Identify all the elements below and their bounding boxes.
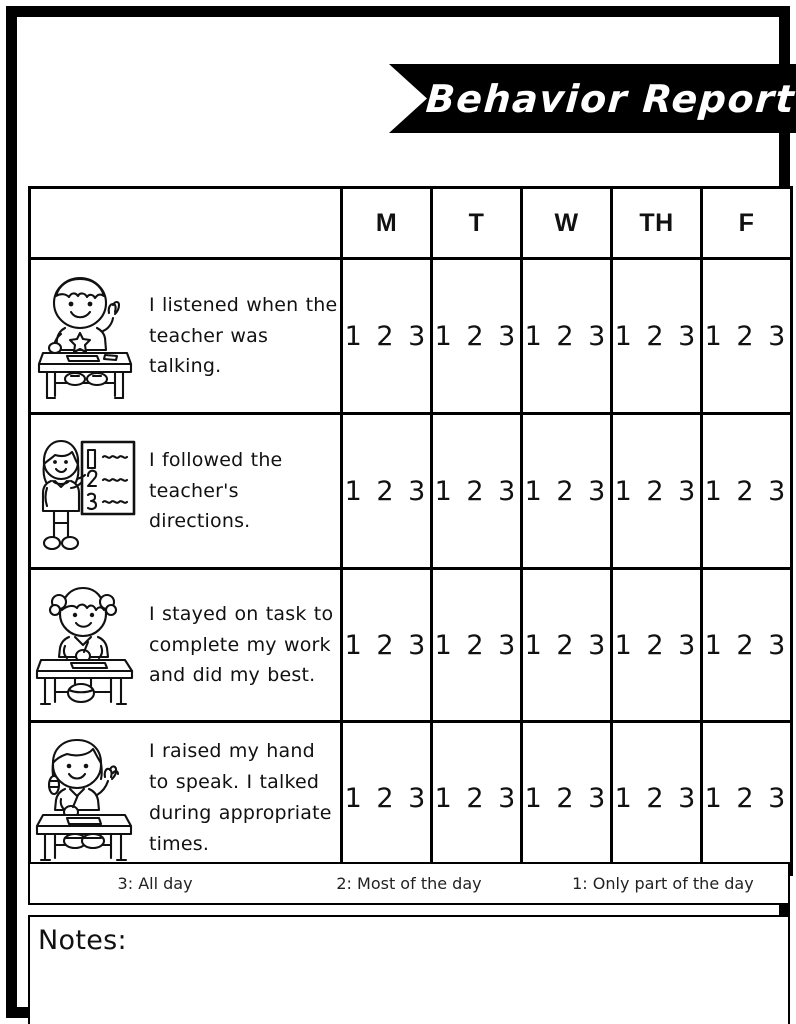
- behavior-label-cell-4: I raised my hand to speak. I talked duri…: [28, 720, 343, 876]
- behavior-statement: I stayed on task to complete my work and…: [149, 602, 334, 687]
- rating-cell-r1-monday[interactable]: 1 2 3: [340, 257, 433, 415]
- rating-legend: 3: All day 2: Most of the day 1: Only pa…: [28, 862, 790, 905]
- legend-item-2: 2: Most of the day: [336, 874, 482, 893]
- column-header-friday: F: [700, 186, 793, 260]
- table-row: I listened when the teacher was talking.…: [28, 257, 793, 415]
- table-row: I raised my hand to speak. I talked duri…: [28, 720, 793, 876]
- page-frame: Behavior Report M T W TH F: [6, 6, 796, 1024]
- girl-raising-hand-at-desk-icon: [31, 731, 143, 865]
- table-row: I stayed on task to complete my work and…: [28, 567, 793, 723]
- rating-cell-r1-friday[interactable]: 1 2 3: [700, 257, 793, 415]
- behavior-label-cell-2: I followed the teacher's directions.: [28, 412, 343, 570]
- rating-cell-r1-wednesday[interactable]: 1 2 3: [520, 257, 613, 415]
- rating-cell-r2-tuesday[interactable]: 1 2 3: [430, 412, 523, 570]
- header-blank-cell: [28, 186, 343, 260]
- page-title: Behavior Report: [424, 76, 796, 121]
- rating-cell-r2-friday[interactable]: 1 2 3: [700, 412, 793, 570]
- behavior-label-cell-3: I stayed on task to complete my work and…: [28, 567, 343, 723]
- column-header-monday: M: [340, 186, 433, 260]
- column-header-wednesday: W: [520, 186, 613, 260]
- rating-cell-r2-wednesday[interactable]: 1 2 3: [520, 412, 613, 570]
- rating-cell-r1-tuesday[interactable]: 1 2 3: [430, 257, 523, 415]
- legend-item-3: 3: All day: [117, 874, 193, 893]
- rating-cell-r4-friday[interactable]: 1 2 3: [700, 720, 793, 876]
- rating-cell-r1-thursday[interactable]: 1 2 3: [610, 257, 703, 415]
- rating-cell-r4-thursday[interactable]: 1 2 3: [610, 720, 703, 876]
- rating-cell-r2-thursday[interactable]: 1 2 3: [610, 412, 703, 570]
- rating-cell-r3-wednesday[interactable]: 1 2 3: [520, 567, 613, 723]
- behavior-statement: I raised my hand to speak. I talked duri…: [149, 740, 332, 855]
- girl-working-at-desk-icon: [31, 578, 143, 712]
- notes-label: Notes:: [38, 925, 127, 956]
- column-header-thursday: TH: [610, 186, 703, 260]
- teacher-pointing-at-chart-icon: [31, 424, 143, 558]
- rating-cell-r3-friday[interactable]: 1 2 3: [700, 567, 793, 723]
- behavior-chart-table: M T W TH F: [28, 186, 793, 876]
- legend-item-1: 1: Only part of the day: [572, 874, 754, 893]
- behavior-label-cell-1: I listened when the teacher was talking.: [28, 257, 343, 415]
- rating-cell-r4-monday[interactable]: 1 2 3: [340, 720, 433, 876]
- title-banner: Behavior Report: [389, 64, 796, 133]
- rating-cell-r3-monday[interactable]: 1 2 3: [340, 567, 433, 723]
- rating-cell-r2-monday[interactable]: 1 2 3: [340, 412, 433, 570]
- student-raising-hand-at-desk-icon: [31, 269, 143, 403]
- behavior-statement: I followed the teacher's directions.: [149, 448, 283, 533]
- table-header-row: M T W TH F: [28, 186, 793, 260]
- column-header-tuesday: T: [430, 186, 523, 260]
- table-row: I followed the teacher's directions. 1 2…: [28, 412, 793, 570]
- notes-section[interactable]: Notes:: [28, 915, 790, 1024]
- rating-cell-r4-tuesday[interactable]: 1 2 3: [430, 720, 523, 876]
- rating-cell-r4-wednesday[interactable]: 1 2 3: [520, 720, 613, 876]
- rating-cell-r3-tuesday[interactable]: 1 2 3: [430, 567, 523, 723]
- behavior-statement: I listened when the teacher was talking.: [149, 293, 338, 378]
- rating-cell-r3-thursday[interactable]: 1 2 3: [610, 567, 703, 723]
